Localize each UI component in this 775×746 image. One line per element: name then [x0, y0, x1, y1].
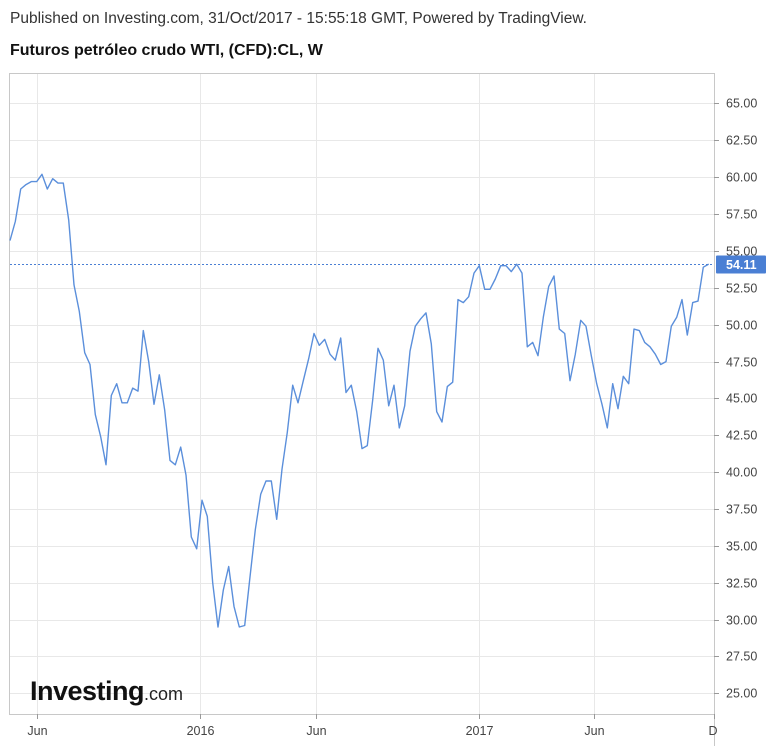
y-tick-label: 52.50 — [726, 282, 757, 296]
y-axis: 25.00 27.50 30.00 32.50 35.00 37.50 40.00 42.50… — [714, 97, 757, 701]
price-series-line — [9, 173, 710, 628]
y-tick-label: 27.50 — [726, 650, 757, 664]
logo-suffix: .com — [144, 684, 184, 704]
last-price-value: 54.11 — [726, 258, 757, 272]
y-tick-label: 47.50 — [726, 356, 757, 370]
x-axis: Jun 2016 Jun 2017 Jun D — [27, 714, 718, 738]
y-tick-label: 65.00 — [726, 97, 757, 111]
y-tick-label: 32.50 — [726, 577, 757, 591]
investing-logo: Investing.com — [30, 676, 183, 707]
x-tick-label: 2017 — [466, 724, 494, 738]
published-caption: Published on Investing.com, 31/Oct/2017 … — [10, 10, 587, 27]
y-tick-label: 35.00 — [726, 540, 757, 554]
chart-title: Futuros petróleo crudo WTI, (CFD):CL, W — [10, 42, 323, 59]
x-tick-label: 2016 — [187, 724, 215, 738]
grid-lines — [10, 74, 714, 714]
y-tick-label: 30.00 — [726, 614, 757, 628]
plot-border — [9, 73, 715, 715]
y-tick-label: 42.50 — [726, 429, 757, 443]
y-tick-label: 62.50 — [726, 134, 757, 148]
y-tick-label: 25.00 — [726, 687, 757, 701]
y-tick-label: 37.50 — [726, 503, 757, 517]
last-price-badge: 54.11 — [716, 255, 766, 274]
y-tick-label: 60.00 — [726, 171, 757, 185]
y-tick-label: 55.00 — [726, 245, 757, 259]
logo-wordmark: Investing — [30, 676, 145, 706]
y-tick-label: 57.50 — [726, 208, 757, 222]
y-tick-label: 40.00 — [726, 466, 757, 480]
x-tick-label: D — [709, 724, 718, 738]
x-tick-label: Jun — [27, 724, 47, 738]
y-tick-label: 45.00 — [726, 392, 757, 406]
x-tick-label: Jun — [306, 724, 326, 738]
y-tick-label: 50.00 — [726, 319, 757, 333]
last-price-badge-bg — [716, 255, 766, 274]
x-tick-label: Jun — [584, 724, 604, 738]
